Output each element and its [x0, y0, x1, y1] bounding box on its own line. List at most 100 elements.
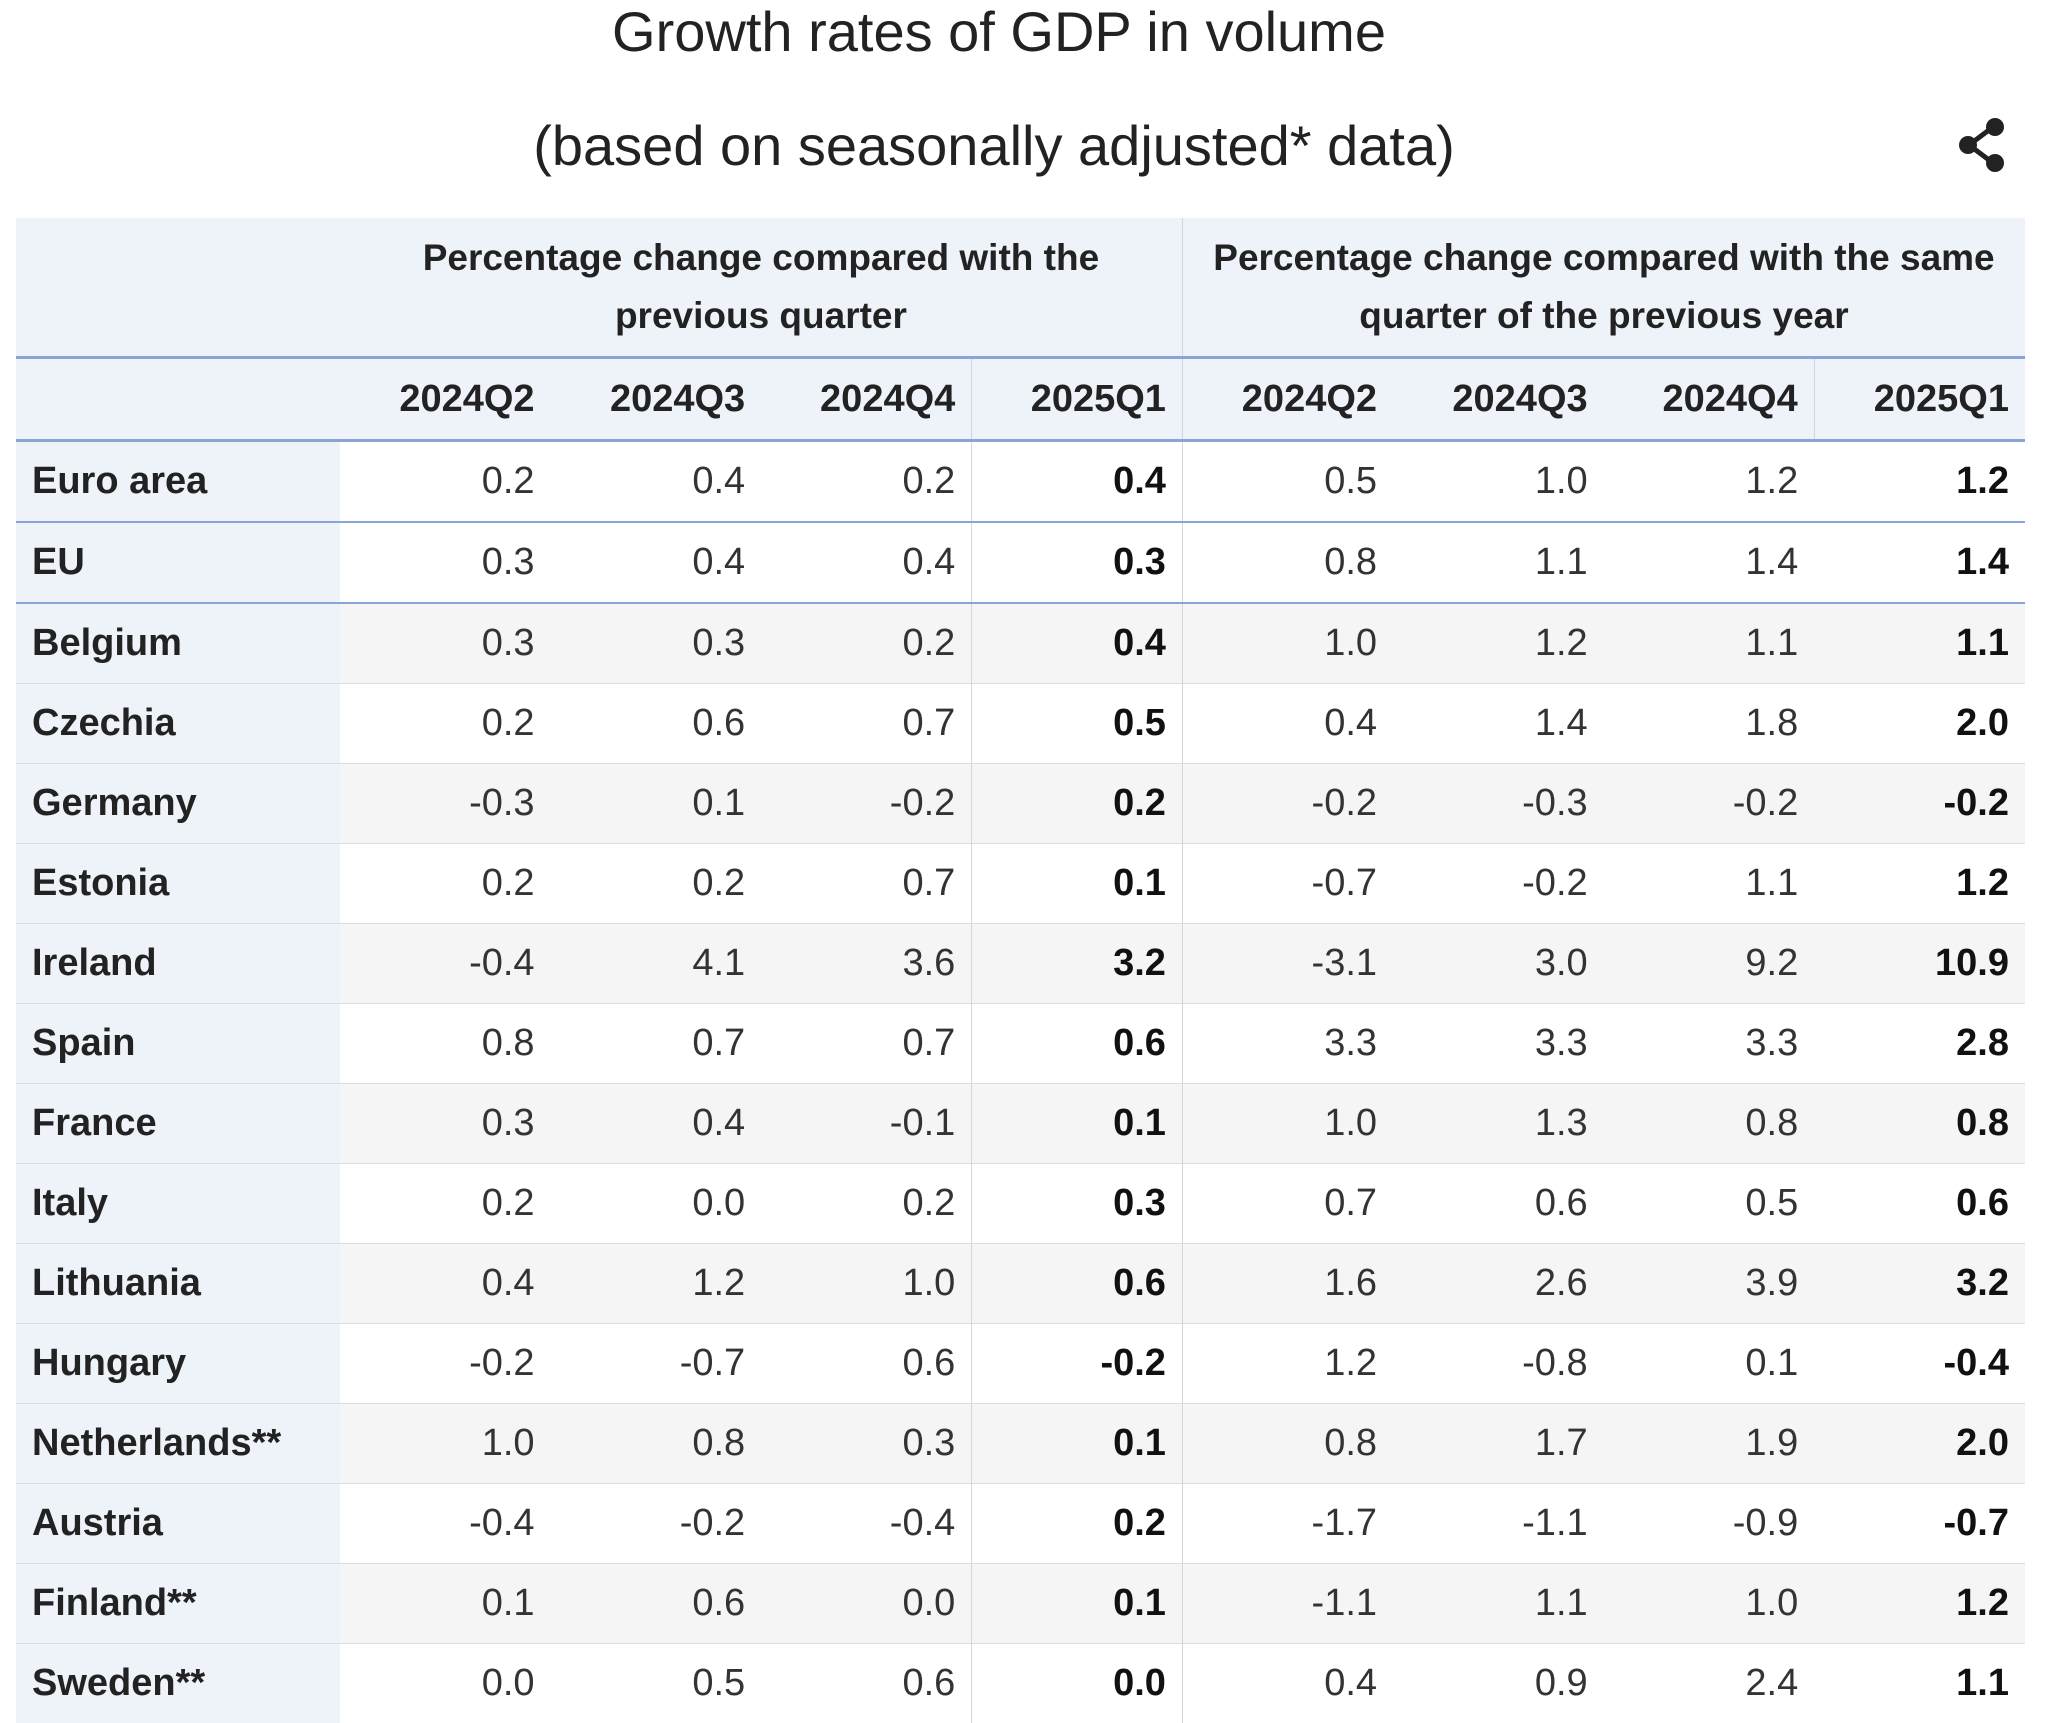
- table-cell: -0.9: [1604, 1484, 1815, 1564]
- row-label: Czechia: [16, 684, 340, 764]
- table-cell: 3.2: [972, 924, 1183, 1004]
- table-cell: 0.2: [551, 844, 762, 924]
- row-label: Ireland: [16, 924, 340, 1004]
- table-cell: 0.6: [761, 1644, 972, 1723]
- table-cell: 0.6: [972, 1004, 1183, 1084]
- table-cell: -0.2: [1182, 764, 1393, 844]
- table-cell: 1.1: [1393, 522, 1604, 603]
- table-cell: 0.8: [340, 1004, 551, 1084]
- table-cell: 0.6: [1814, 1164, 2025, 1244]
- row-label: Sweden**: [16, 1644, 340, 1723]
- table-cell: 0.1: [1604, 1324, 1815, 1404]
- table-cell: 1.3: [1393, 1084, 1604, 1164]
- table-cell: 1.1: [1393, 1564, 1604, 1644]
- table-cell: 0.4: [551, 1084, 762, 1164]
- table-cell: 0.6: [761, 1324, 972, 1404]
- column-header-qoq-2024q4: 2024Q4: [761, 358, 972, 441]
- table-cell: 0.5: [551, 1644, 762, 1723]
- corner-cell: [16, 358, 340, 441]
- table-cell: 0.2: [761, 1164, 972, 1244]
- table-cell: 1.4: [1604, 522, 1815, 603]
- row-label: Italy: [16, 1164, 340, 1244]
- table-cell: 0.4: [551, 441, 762, 523]
- table-cell: 0.7: [1182, 1164, 1393, 1244]
- table-cell: 0.7: [761, 844, 972, 924]
- table-cell: 1.0: [761, 1244, 972, 1324]
- group-header-row: Percentage change compared with the prev…: [16, 218, 2025, 358]
- column-header-yoy-2024q4: 2024Q4: [1604, 358, 1815, 441]
- table-cell: 0.8: [1814, 1084, 2025, 1164]
- table-cell: 0.6: [972, 1244, 1183, 1324]
- table-cell: -0.1: [761, 1084, 972, 1164]
- row-label: EU: [16, 522, 340, 603]
- table-cell: 1.1: [1814, 603, 2025, 684]
- table-cell: -0.7: [551, 1324, 762, 1404]
- table-subtitle: (based on seasonally adjusted* data): [0, 118, 2018, 174]
- table-cell: 1.0: [340, 1404, 551, 1484]
- table-cell: 1.1: [1604, 603, 1815, 684]
- table-cell: 0.0: [340, 1644, 551, 1723]
- table-cell: 0.4: [340, 1244, 551, 1324]
- table-cell: 3.2: [1814, 1244, 2025, 1324]
- table-cell: 0.0: [551, 1164, 762, 1244]
- table-cell: 0.2: [761, 603, 972, 684]
- table-cell: -0.2: [1814, 764, 2025, 844]
- table-cell: -0.2: [761, 764, 972, 844]
- table-cell: 1.2: [551, 1244, 762, 1324]
- table-cell: 0.2: [340, 1164, 551, 1244]
- table-cell: 0.5: [972, 684, 1183, 764]
- column-header-yoy-2024q2: 2024Q2: [1182, 358, 1393, 441]
- table-cell: 1.8: [1604, 684, 1815, 764]
- table-cell: -0.3: [340, 764, 551, 844]
- table-cell: 1.4: [1393, 684, 1604, 764]
- table-cell: 2.0: [1814, 684, 2025, 764]
- table-cell: 1.1: [1814, 1644, 2025, 1723]
- table-cell: 2.0: [1814, 1404, 2025, 1484]
- row-label: Belgium: [16, 603, 340, 684]
- table-cell: 0.9: [1393, 1644, 1604, 1723]
- table-cell: 0.7: [761, 684, 972, 764]
- corner-cell: [16, 218, 340, 358]
- table-cell: 1.1: [1604, 844, 1815, 924]
- table-cell: 0.6: [1393, 1164, 1604, 1244]
- table-cell: 0.0: [972, 1644, 1183, 1723]
- table-cell: 0.3: [340, 1084, 551, 1164]
- row-label: Lithuania: [16, 1244, 340, 1324]
- table-cell: 3.0: [1393, 924, 1604, 1004]
- table-cell: 0.2: [972, 764, 1183, 844]
- table-cell: -0.2: [1604, 764, 1815, 844]
- table-cell: -0.2: [1393, 844, 1604, 924]
- table-cell: 1.2: [1814, 441, 2025, 523]
- table-cell: 0.1: [551, 764, 762, 844]
- table-cell: 0.2: [340, 844, 551, 924]
- table-cell: 0.8: [1182, 522, 1393, 603]
- table-cell: 0.0: [761, 1564, 972, 1644]
- table-cell: 1.2: [1182, 1324, 1393, 1404]
- table-cell: 0.8: [1182, 1404, 1393, 1484]
- table-cell: 3.3: [1393, 1004, 1604, 1084]
- table-cell: -0.8: [1393, 1324, 1604, 1404]
- table-cell: 0.1: [972, 1404, 1183, 1484]
- table-cell: 0.3: [972, 522, 1183, 603]
- table-cell: 0.4: [1182, 684, 1393, 764]
- table-cell: -0.4: [761, 1484, 972, 1564]
- table-cell: 0.3: [340, 522, 551, 603]
- table-cell: 2.4: [1604, 1644, 1815, 1723]
- gdp-growth-table: Percentage change compared with the prev…: [16, 218, 2025, 1723]
- table-cell: 2.8: [1814, 1004, 2025, 1084]
- share-button[interactable]: [1955, 117, 2011, 173]
- table-cell: 3.6: [761, 924, 972, 1004]
- table-cell: 0.2: [761, 441, 972, 523]
